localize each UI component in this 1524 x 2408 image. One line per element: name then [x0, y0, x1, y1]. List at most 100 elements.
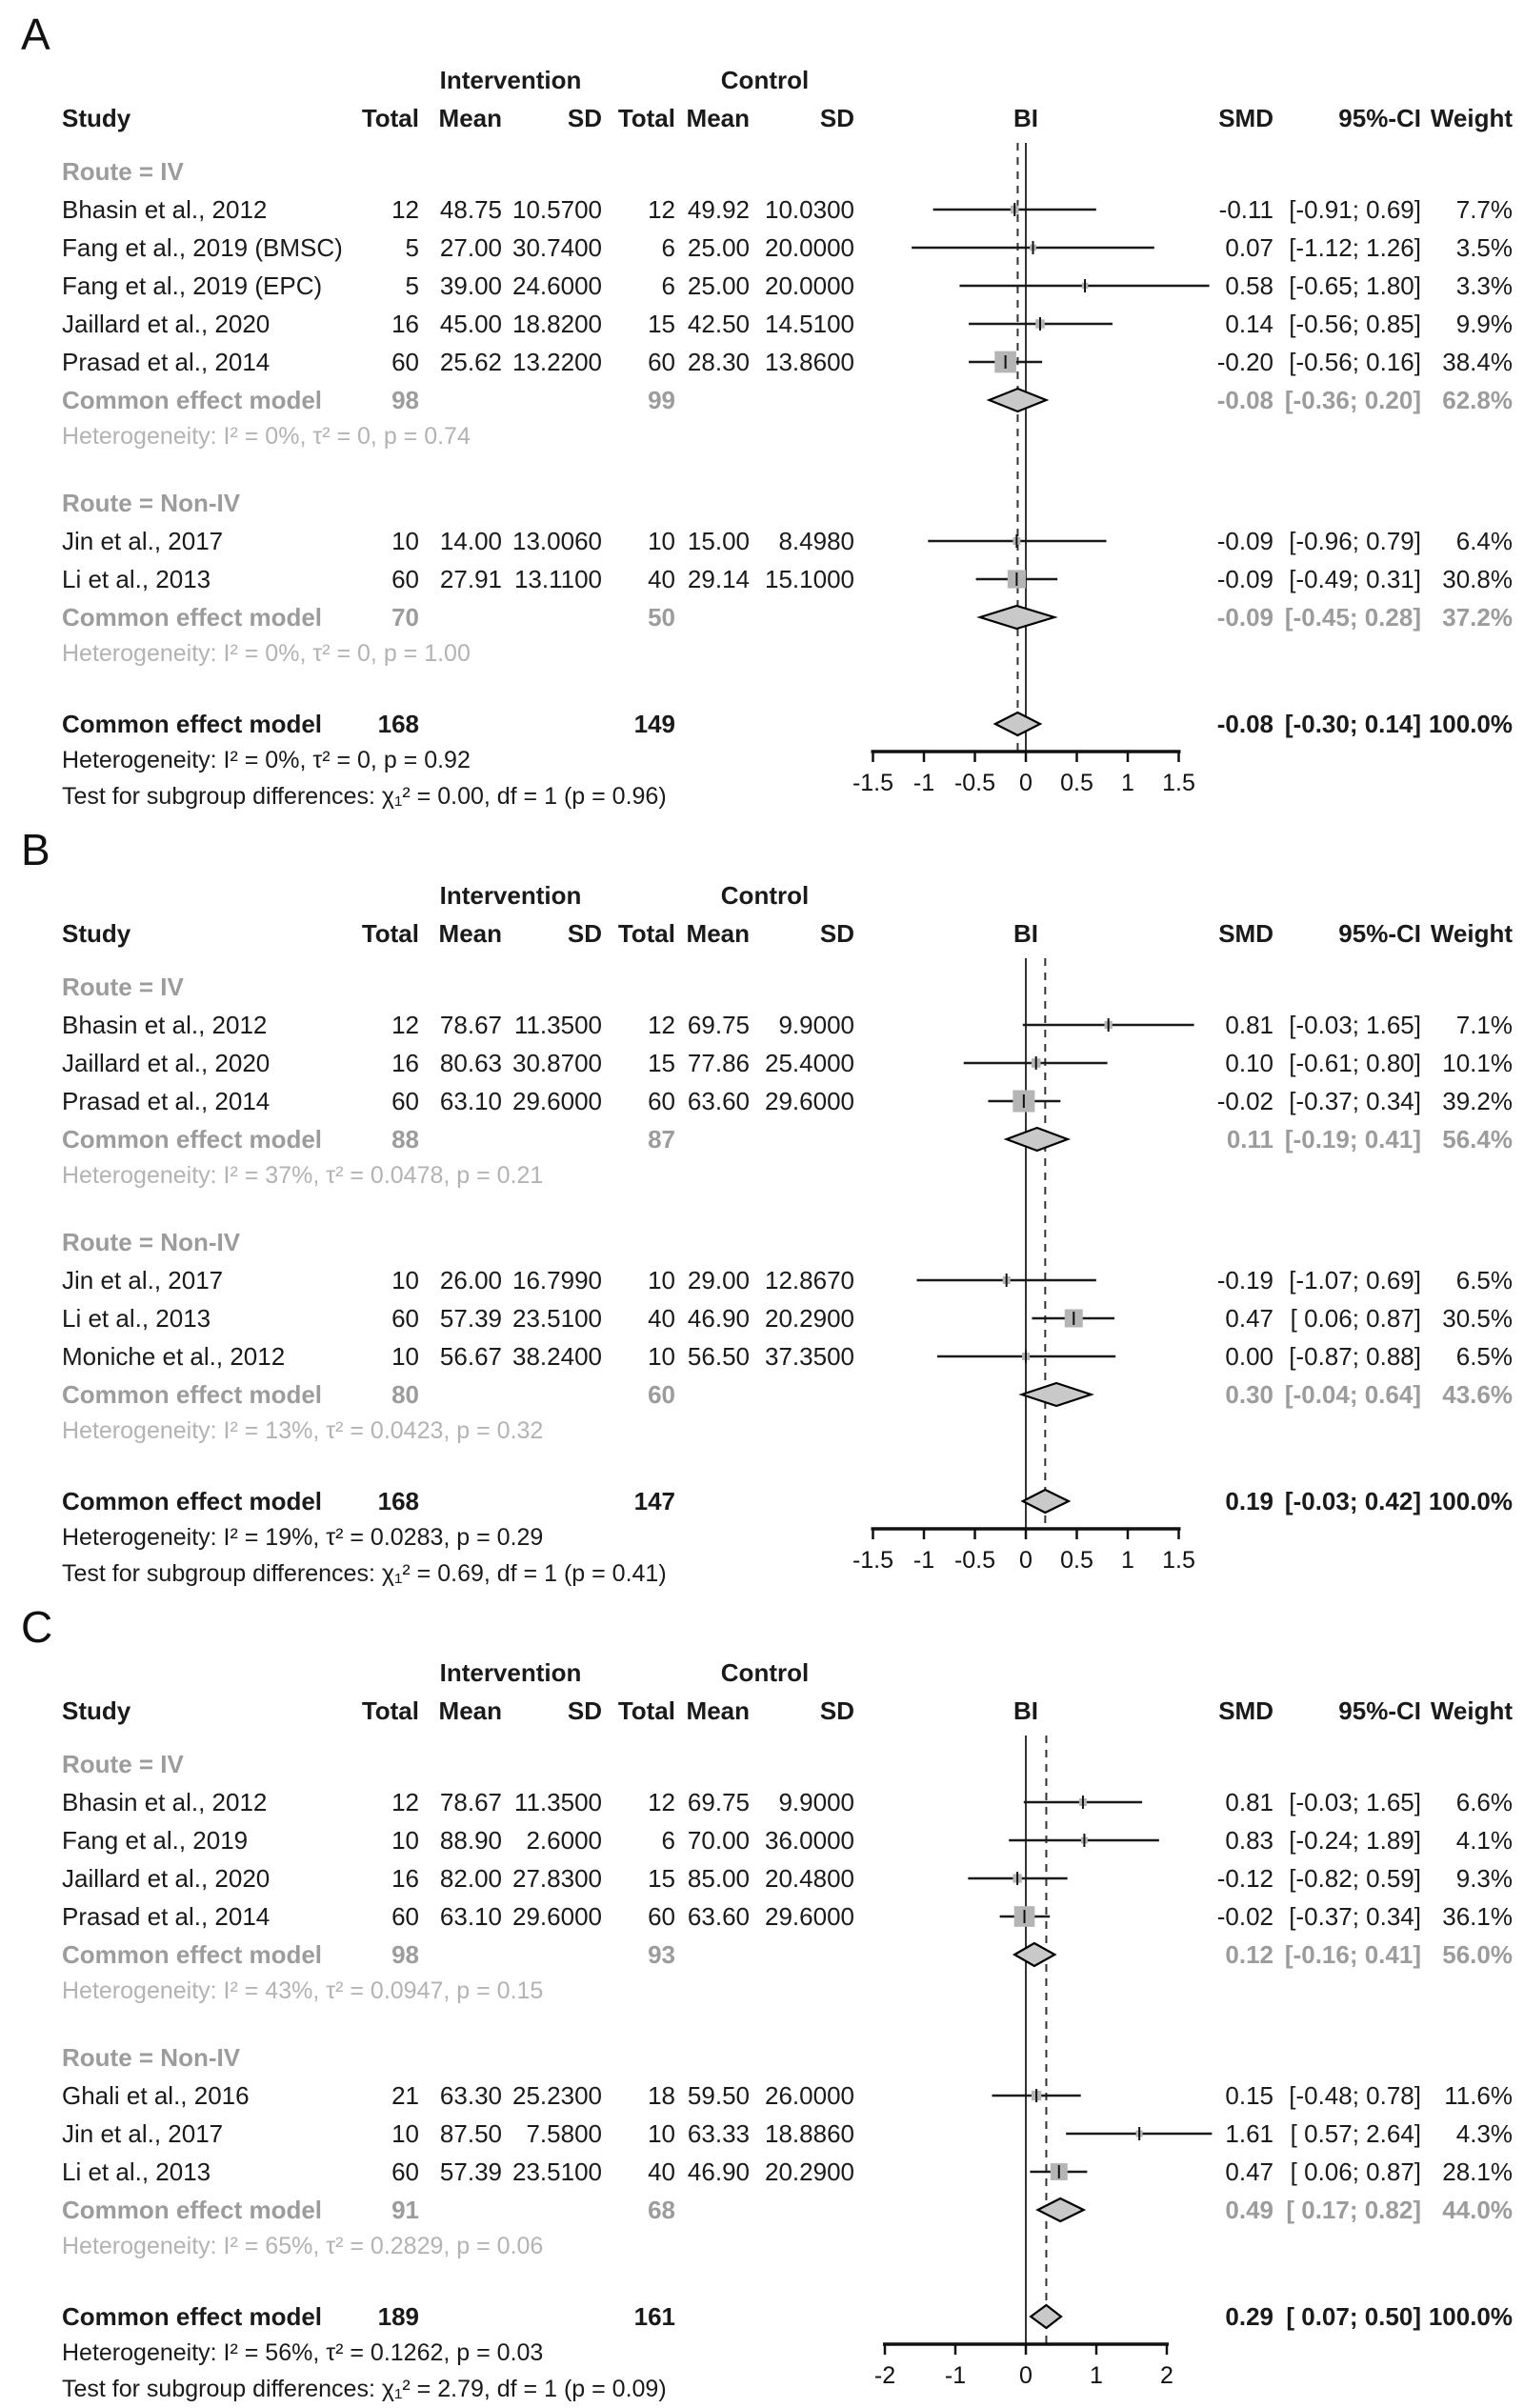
intervention-mean: 88.90	[439, 1826, 502, 1855]
intervention-sd: 23.5100	[512, 1304, 602, 1333]
group-header-intervention: Intervention	[439, 66, 582, 94]
row-gap	[0, 1194, 1524, 1223]
smd-value: 0.29	[1225, 2302, 1273, 2331]
control-mean: 49.92	[687, 195, 750, 224]
control-total: 18	[648, 2081, 675, 2110]
intervention-sd: 13.2200	[512, 348, 602, 376]
weight-value: 38.4%	[1442, 348, 1513, 376]
heterogeneity-overall-note: Heterogeneity: I² = 56%, τ² = 0.1262, p …	[62, 2339, 544, 2366]
study-row: Jaillard et al., 2020 16 45.00 18.8200 15 42.…	[0, 305, 1524, 343]
intervention-total: 10	[391, 1826, 419, 1855]
subgroup-title-row: Route = IV	[0, 968, 1524, 1006]
intervention-mean: 63.30	[439, 2081, 502, 2110]
control-sd: 25.4000	[765, 1049, 854, 1077]
intervention-total: 16	[391, 1049, 419, 1077]
weight-value: 7.1%	[1455, 1011, 1513, 1039]
weight-value: 6.6%	[1455, 1788, 1513, 1816]
weight-value: 11.6%	[1444, 2081, 1513, 2110]
smd-value: -0.02	[1216, 1087, 1273, 1115]
column-header-smd: SMD	[1218, 104, 1273, 132]
intervention-total: 5	[405, 271, 419, 300]
intervention-total: 189	[377, 2302, 419, 2331]
column-header-study: Study	[62, 919, 131, 948]
study-row: Jaillard et al., 2020 16 82.00 27.8300 15 85.…	[0, 1859, 1524, 1897]
intervention-total: 168	[377, 710, 419, 738]
column-header-row: Study Total Mean SD Total Mean SD BI SMD 95%-CI We…	[0, 1692, 1524, 1730]
control-total: 40	[648, 1304, 675, 1333]
study-name: Jin et al., 2017	[62, 2119, 224, 2148]
column-header-row: Study Total Mean SD Total Mean SD BI SMD 95%-CI We…	[0, 914, 1524, 953]
control-total: 10	[648, 1266, 675, 1294]
study-row: Jin et al., 2017 10 87.50 7.5800 10 63.33 18.8…	[0, 2115, 1524, 2153]
ci-value: [-0.24; 1.89]	[1289, 1826, 1421, 1855]
smd-value: -0.09	[1216, 565, 1273, 593]
pooled-row: Common effect model 98 99 -0.08 [-0.36; 0.20…	[0, 381, 1524, 419]
smd-value: 0.12	[1225, 1940, 1273, 1969]
column-header-control-mean: Mean	[686, 919, 750, 948]
control-total: 15	[648, 1864, 675, 1893]
intervention-total: 60	[391, 348, 419, 376]
subgroup-title: Route = IV	[62, 157, 184, 186]
control-sd: 20.0000	[765, 271, 854, 300]
study-name: Prasad et al., 2014	[62, 1902, 271, 1931]
group-header-intervention: Intervention	[439, 881, 582, 910]
column-header-intervention-mean: Mean	[438, 104, 502, 132]
control-total: 12	[648, 195, 675, 224]
pooled-label: Common effect model	[62, 1940, 323, 1969]
weight-value: 39.2%	[1442, 1087, 1513, 1115]
row-gap	[0, 137, 1524, 152]
intervention-mean: 27.00	[439, 233, 502, 262]
intervention-total: 12	[391, 195, 419, 224]
study-row: Fang et al., 2019 10 88.90 2.6000 6 70.00 36.0…	[0, 1821, 1524, 1859]
ci-value: [-0.61; 0.80]	[1289, 1049, 1421, 1077]
control-mean: 63.33	[687, 2119, 750, 2148]
control-sd: 20.4800	[765, 1864, 854, 1893]
column-header-study: Study	[62, 1696, 131, 1725]
column-header-control-sd: SD	[819, 919, 854, 948]
control-total: 15	[648, 1049, 675, 1077]
ci-value: [-0.04; 0.64]	[1284, 1380, 1421, 1409]
column-header-ci: 95%-CI	[1338, 1696, 1421, 1725]
group-header-row: Intervention Control	[0, 1654, 1524, 1692]
smd-value: -0.08	[1216, 386, 1273, 414]
study-row: Prasad et al., 2014 60 63.10 29.6000 60 63.60…	[0, 1082, 1524, 1120]
control-total: 161	[633, 2302, 675, 2331]
heterogeneity-overall-note: Heterogeneity: I² = 19%, τ² = 0.0283, p …	[62, 1524, 544, 1551]
study-row: Fang et al., 2019 (EPC) 5 39.00 24.6000 6 25.…	[0, 267, 1524, 305]
outcome-header: BI	[1013, 104, 1038, 132]
control-sd: 26.0000	[765, 2081, 854, 2110]
weight-value: 9.3%	[1455, 1864, 1513, 1893]
subgroup-test-note: Test for subgroup differences: χ₁² = 0.6…	[62, 1560, 667, 1587]
row-gap	[0, 953, 1524, 968]
intervention-sd: 18.8200	[512, 310, 602, 338]
column-header-study: Study	[62, 104, 131, 132]
smd-value: 0.14	[1225, 310, 1273, 338]
pooled-label: Common effect model	[62, 1380, 323, 1409]
ci-value: [-0.87; 0.88]	[1289, 1342, 1421, 1371]
control-mean: 25.00	[687, 271, 750, 300]
control-total: 60	[648, 348, 675, 376]
ci-value: [-0.65; 1.80]	[1289, 271, 1421, 300]
subgroup-title-row: Route = IV	[0, 152, 1524, 191]
study-row: Prasad et al., 2014 60 63.10 29.6000 60 63.60…	[0, 1897, 1524, 1936]
study-name: Jaillard et al., 2020	[62, 310, 271, 338]
column-header-row: Study Total Mean SD Total Mean SD BI SMD 95%-CI We…	[0, 99, 1524, 137]
column-header-weight: Weight	[1430, 1696, 1513, 1725]
group-header-control: Control	[720, 881, 810, 910]
intervention-mean: 25.62	[439, 348, 502, 376]
study-name: Fang et al., 2019 (EPC)	[62, 271, 323, 300]
control-total: 12	[648, 1788, 675, 1816]
intervention-total: 10	[391, 1266, 419, 1294]
panel-label: B	[21, 825, 50, 874]
study-name: Li et al., 2013	[62, 2157, 211, 2186]
panel-label: C	[21, 1602, 53, 1652]
intervention-sd: 30.7400	[512, 233, 602, 262]
study-row: Li et al., 2013 60 27.91 13.1100 40 29.14 15.1…	[0, 560, 1524, 598]
intervention-sd: 16.7990	[512, 1266, 602, 1294]
control-mean: 63.60	[687, 1087, 750, 1115]
smd-value: 0.83	[1225, 1826, 1273, 1855]
subgroup-title: Route = Non-IV	[62, 1228, 241, 1256]
intervention-sd: 24.6000	[512, 271, 602, 300]
ci-value: [-0.56; 0.85]	[1289, 310, 1421, 338]
study-row: Li et al., 2013 60 57.39 23.5100 40 46.90 20.2…	[0, 1299, 1524, 1337]
